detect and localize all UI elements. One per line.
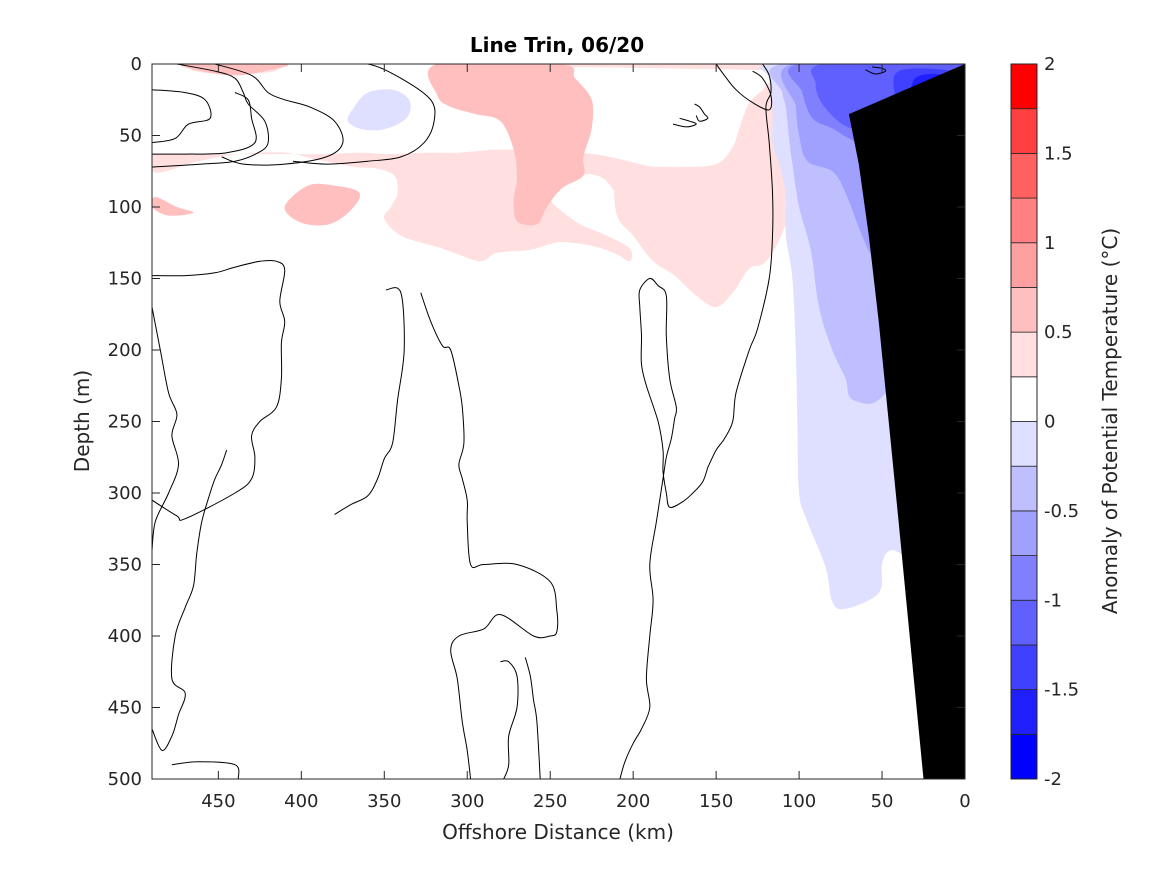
contour-fills [152,64,965,779]
x-tick-label: 0 [959,791,970,812]
colorbar-segment [1010,63,1038,110]
colorbar-segment [1010,108,1038,154]
colorbar-segment [1010,689,1038,735]
zero-contour-line [214,64,344,166]
zero-contour-line [171,761,240,779]
x-axis-title: Offshore Distance (km) [442,820,674,844]
zero-contour-line [619,277,709,779]
contour-region-warm-100m-maximum-patch [152,197,194,216]
x-tick-label: 450 [201,791,235,812]
seafloor-mask [848,64,965,779]
contour-region-warm-offshore-100m [152,149,728,262]
contour-region-warm-central-core [420,64,840,308]
x-tick-label: 150 [699,791,733,812]
y-tick-label: 450 [108,698,142,719]
zero-contour-line [524,657,541,779]
x-tick-label: 400 [284,791,318,812]
zero-contour-line [152,259,286,521]
colorbar-tick-label: -0.5 [1044,501,1079,522]
x-tick-label: 100 [782,791,816,812]
zero-contour-line [420,292,559,779]
contour-region-cold-small-patch [347,89,411,131]
colorbar-label: Anomaly of Potential Temperature (°C) [1098,228,1122,614]
contour-region-warm-100m-maximum-patch-2 [284,183,361,226]
colorbar-segment [1010,152,1038,199]
contour-plot-area [151,63,966,780]
colorbar-tick-label: 1 [1044,233,1055,254]
colorbar-tick-label: 0 [1044,412,1055,433]
zero-contour-lines [152,64,887,779]
zero-contour-line [152,449,228,751]
colorbar-segment [1010,197,1038,244]
zero-contour-line [715,64,773,111]
zero-contour-line [707,64,774,468]
y-tick-label: 400 [108,626,142,647]
colorbar-segment [1010,644,1038,691]
zero-contour-line [672,117,697,128]
colorbar-segment [1010,510,1038,556]
colorbar-segment [1010,421,1038,467]
colorbar-tick-label: 2 [1044,54,1055,75]
y-axis: 0 50 100 150 200 250 300 350 400 450 500 [108,54,965,790]
colorbar-segment [1010,331,1038,378]
colorbar-segment [1010,599,1038,646]
colorbar-segment [1010,465,1038,512]
colorbar-segment [1010,555,1038,601]
chart-title: Line Trin, 06/20 [470,33,644,57]
zero-contour-line [865,66,887,75]
y-tick-label: 0 [131,54,142,75]
x-tick-label: 300 [450,791,484,812]
zero-contour-line [694,103,709,122]
zero-contour-line [334,287,405,515]
y-tick-label: 100 [108,197,142,218]
contour-region-warm-central-maximum [427,64,594,226]
colorbar-segment [1010,376,1038,422]
y-tick-label: 200 [108,340,142,361]
colorbar-frame [1010,63,1038,780]
zero-contour-line [292,64,436,165]
y-axis-title: Depth (m) [70,370,94,472]
y-tick-label: 150 [108,269,142,290]
x-axis: 450 400 350 300 250 200 150 100 50 0 [201,64,971,812]
colorbar-segment [1010,242,1038,288]
y-tick-label: 350 [108,555,142,576]
zero-contour-line [152,92,257,155]
y-tick-label: 300 [108,483,142,504]
colorbar-segment [1010,733,1038,780]
colorbar-tick-label: 0.5 [1044,322,1073,343]
colorbar-tick-label: 1.5 [1044,143,1073,164]
zero-contour-line [152,64,270,168]
zero-contour-line [152,307,180,551]
colorbar: 2 1.5 1 0.5 0 -0.5 -1 -1.5 -2 [1010,54,1079,790]
colorbar-tick-label: -1.5 [1044,680,1079,701]
x-tick-label: 350 [367,791,401,812]
zero-contour-line [152,89,212,144]
colorbar-tick-label: -1 [1044,590,1062,611]
y-tick-label: 500 [108,769,142,790]
x-tick-label: 250 [533,791,567,812]
colorbar-tick-label: -2 [1044,769,1062,790]
x-tick-label: 200 [616,791,650,812]
y-tick-label: 250 [108,412,142,433]
zero-contour-line [500,660,519,779]
x-tick-label: 50 [871,791,894,812]
y-tick-label: 50 [119,126,142,147]
colorbar-segment [1010,287,1038,333]
